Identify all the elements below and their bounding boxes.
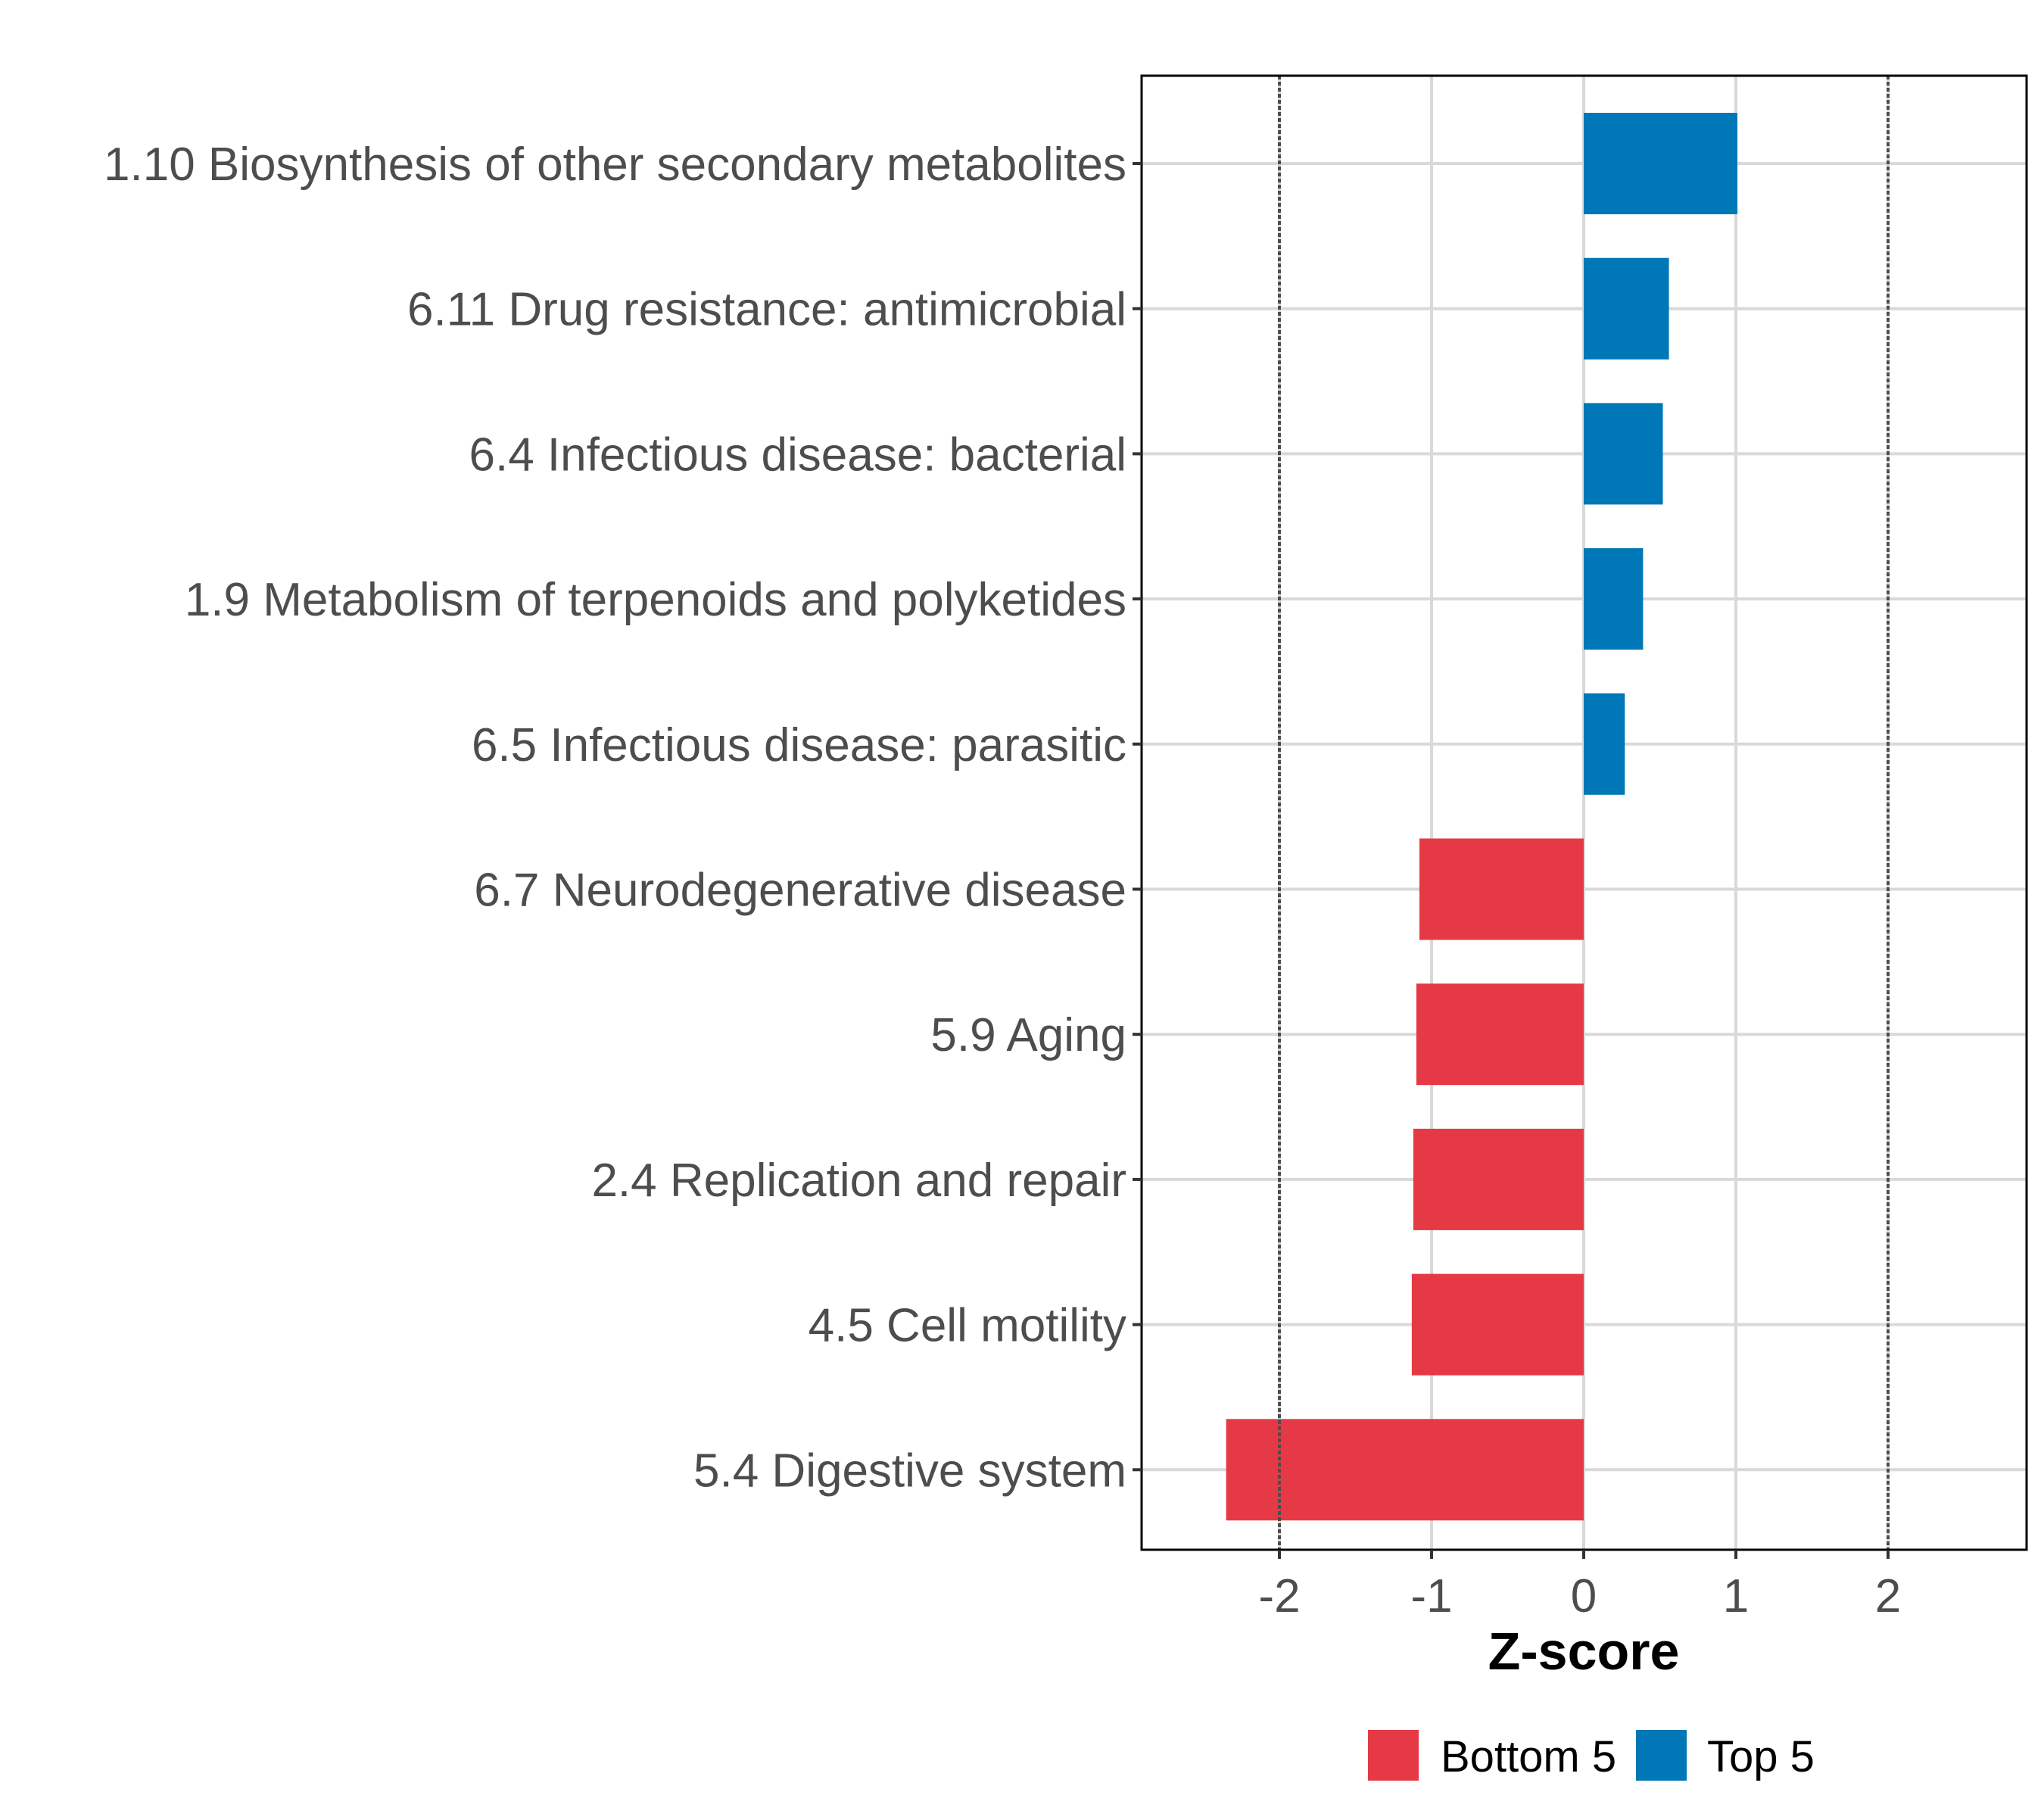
- bar: [1416, 983, 1584, 1086]
- y-tick-label: 6.5 Infectious disease: parasitic: [472, 719, 1126, 771]
- x-axis: -2 -1 0 1 2: [1258, 1550, 1901, 1622]
- bar: [1584, 548, 1644, 650]
- bar: [1411, 1273, 1584, 1376]
- bar: [1419, 838, 1584, 940]
- legend-key: [1368, 1730, 1419, 1781]
- y-axis: 1.10 Biosynthesis of other secondary met…: [104, 139, 1142, 1497]
- bar: [1584, 403, 1663, 505]
- x-tick-label: 0: [1571, 1570, 1597, 1622]
- y-tick-label: 4.5 Cell motility: [809, 1300, 1126, 1352]
- legend: Bottom 5 Top 5: [1368, 1730, 1815, 1781]
- bar: [1226, 1419, 1584, 1521]
- y-tick-label: 2.4 Replication and repair: [591, 1155, 1126, 1207]
- x-tick-label: 1: [1723, 1570, 1749, 1622]
- y-tick-label: 6.4 Infectious disease: bacterial: [469, 429, 1126, 481]
- y-tick-label: 5.4 Digestive system: [693, 1445, 1126, 1497]
- y-tick-label: 6.7 Neurodegenerative disease: [474, 865, 1126, 917]
- x-axis-title: Z-score: [1488, 1622, 1680, 1681]
- bar: [1584, 257, 1669, 360]
- x-tick-label: 2: [1875, 1570, 1901, 1622]
- legend-label: Bottom 5: [1441, 1732, 1616, 1781]
- legend-key: [1636, 1730, 1687, 1781]
- bar: [1584, 693, 1625, 795]
- reference-lines: [1278, 76, 1890, 1550]
- y-tick-label: 6.11 Drug resistance: antimicrobial: [407, 284, 1126, 336]
- y-tick-label: 1.9 Metabolism of terpenoids and polyket…: [185, 574, 1126, 626]
- y-tick-label: 1.10 Biosynthesis of other secondary met…: [104, 139, 1126, 191]
- bar-layer: [1226, 113, 1738, 1521]
- bar: [1413, 1128, 1584, 1230]
- y-tick-label: 5.9 Aging: [930, 1009, 1126, 1061]
- bar: [1584, 113, 1738, 214]
- x-tick-label: -2: [1258, 1570, 1300, 1622]
- x-tick-label: -1: [1410, 1570, 1452, 1622]
- legend-label: Top 5: [1707, 1732, 1815, 1781]
